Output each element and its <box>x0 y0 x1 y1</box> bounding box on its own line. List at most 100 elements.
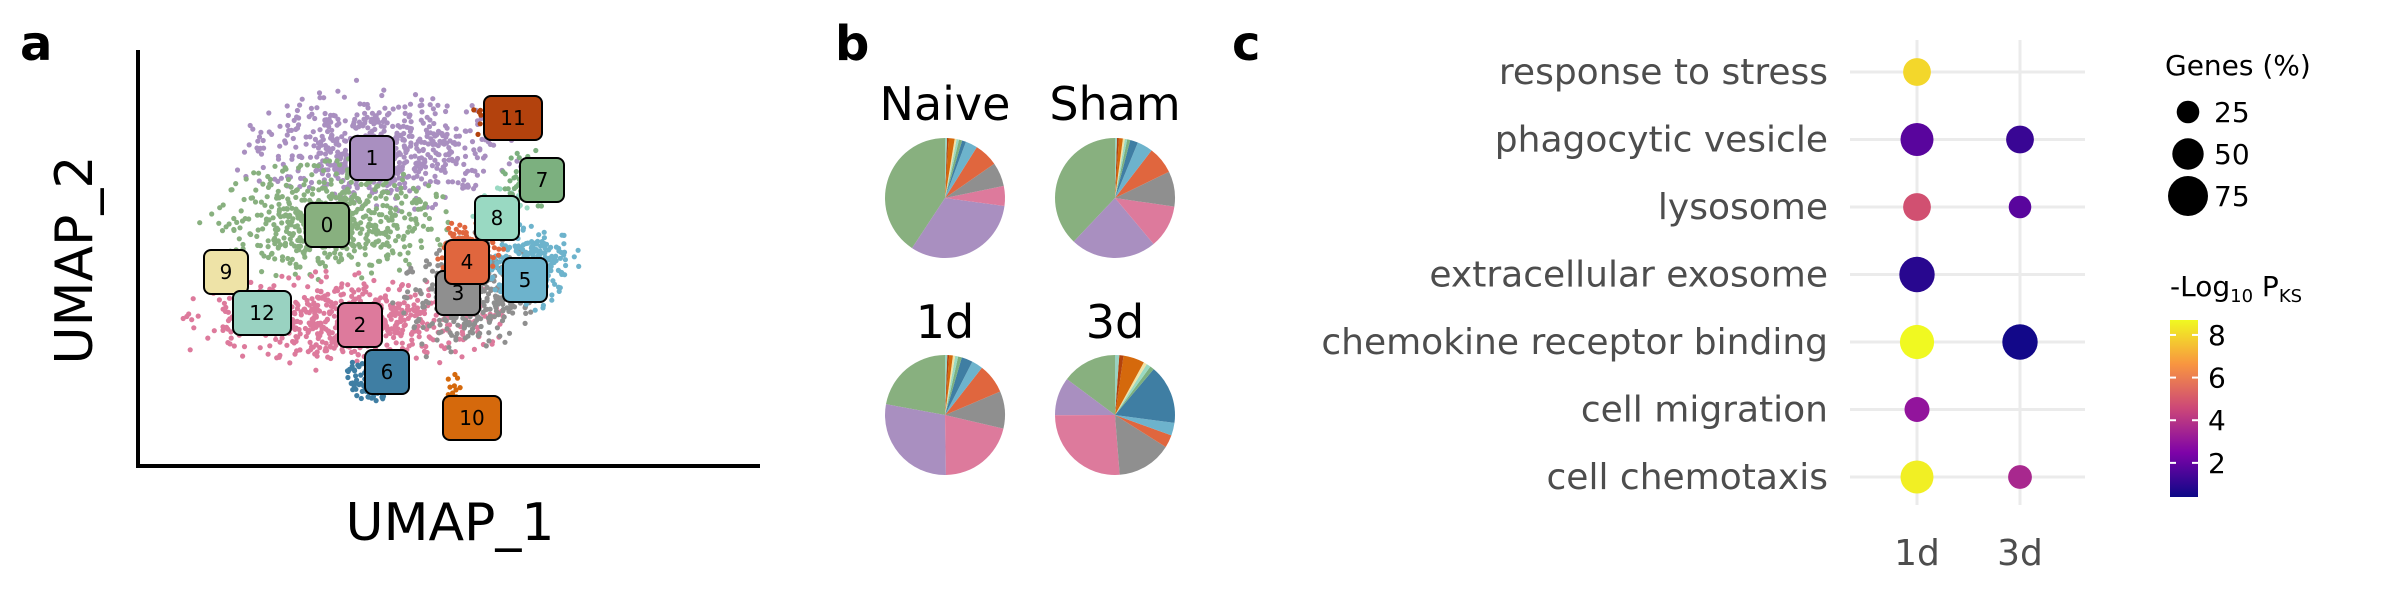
umap-point <box>277 143 283 149</box>
umap-point <box>439 131 445 137</box>
umap-point <box>506 308 512 314</box>
umap-point <box>342 138 348 144</box>
umap-point <box>451 318 457 325</box>
umap-point <box>390 309 396 316</box>
panel-label-a: a <box>20 16 52 72</box>
umap-point <box>444 131 450 137</box>
pie-slice <box>945 137 948 198</box>
umap-point <box>405 282 411 289</box>
umap-point <box>416 329 422 335</box>
umap-point <box>356 364 362 370</box>
umap-point <box>438 167 444 173</box>
cluster-label-12: 12 <box>232 290 292 336</box>
pie-slice <box>945 138 955 198</box>
umap-point <box>284 225 290 231</box>
umap-point <box>339 257 345 263</box>
pie-slice <box>1115 355 1120 415</box>
cluster-label-box <box>364 349 410 395</box>
umap-point <box>288 127 294 133</box>
cluster-label-text: 7 <box>536 168 549 192</box>
umap-point <box>351 119 357 125</box>
umap-point <box>217 205 223 211</box>
cluster-label-box <box>203 249 249 295</box>
umap-point <box>405 303 411 309</box>
umap-point <box>349 363 355 369</box>
umap-point <box>372 222 378 228</box>
umap-point <box>373 206 379 212</box>
umap-point <box>258 212 264 218</box>
umap-point <box>191 325 197 331</box>
umap-point <box>492 287 498 293</box>
umap-point <box>351 192 357 198</box>
umap-point <box>288 222 294 228</box>
size-legend-label: 50 <box>2214 138 2250 171</box>
umap-point <box>297 347 303 353</box>
x-tick-label: 1d <box>1894 533 1940 574</box>
umap-point <box>295 209 301 215</box>
umap-point <box>408 312 414 318</box>
umap-point <box>470 330 476 336</box>
umap-point <box>383 214 389 220</box>
cluster-label-6: 6 <box>364 349 410 395</box>
umap-point <box>461 161 467 167</box>
umap-point <box>254 212 260 218</box>
umap-point <box>285 255 291 262</box>
umap-point <box>309 296 315 302</box>
umap-point <box>449 179 456 185</box>
umap-point <box>324 316 330 322</box>
umap-point <box>353 77 360 83</box>
umap-point <box>502 339 508 345</box>
umap-point <box>265 351 271 357</box>
cluster-label-box <box>474 195 520 241</box>
umap-point <box>372 114 378 120</box>
umap-point <box>384 120 390 126</box>
umap-point <box>429 205 435 211</box>
umap-point <box>312 115 318 122</box>
umap-point <box>308 105 314 111</box>
umap-point <box>383 179 389 185</box>
umap-point <box>474 172 480 178</box>
umap-point <box>310 344 316 350</box>
umap-point <box>303 134 309 140</box>
dot <box>2002 324 2038 360</box>
term-label: phagocytic vesicle <box>1495 120 1828 161</box>
umap-point <box>412 313 418 319</box>
umap-point <box>391 334 397 341</box>
umap-point <box>536 252 543 258</box>
umap-point <box>325 172 331 178</box>
umap-point <box>513 169 519 175</box>
umap-point <box>397 251 403 257</box>
umap-point <box>477 147 483 153</box>
umap-point <box>205 335 211 341</box>
umap-point <box>415 318 421 324</box>
umap-point <box>556 288 562 294</box>
umap-point <box>363 284 369 290</box>
umap-point <box>390 279 396 285</box>
umap-point <box>505 186 511 192</box>
umap-point <box>419 109 425 115</box>
umap-point <box>274 225 280 231</box>
umap-point <box>234 219 240 225</box>
umap-point <box>353 373 359 379</box>
umap-point <box>289 189 295 195</box>
umap-point <box>433 312 439 318</box>
umap-point <box>332 113 338 119</box>
pie-slice <box>945 357 973 415</box>
cluster-label-text: 1 <box>366 146 379 170</box>
umap-point <box>285 122 291 129</box>
umap-point <box>427 154 434 161</box>
umap-point <box>366 228 372 234</box>
umap-point <box>298 309 304 315</box>
pie-slice <box>945 185 1006 206</box>
umap-point <box>455 180 461 186</box>
umap-point <box>355 261 361 267</box>
umap-point <box>420 324 426 330</box>
umap-point <box>556 248 562 254</box>
umap-point <box>487 317 493 323</box>
pie-slice <box>1115 150 1169 198</box>
umap-point <box>383 333 389 339</box>
umap-point <box>397 167 403 174</box>
umap-point <box>553 253 559 259</box>
umap-point <box>420 147 426 153</box>
umap-point <box>297 264 303 270</box>
